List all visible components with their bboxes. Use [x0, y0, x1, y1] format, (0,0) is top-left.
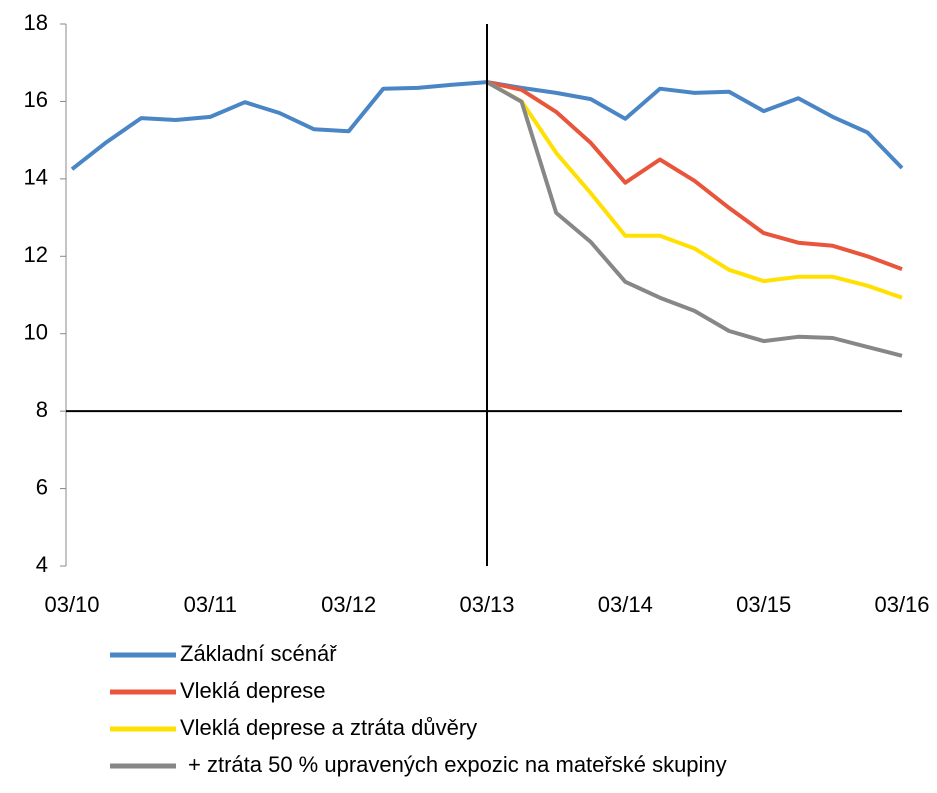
y-tick-label: 14 — [24, 165, 48, 190]
y-tick-label: 12 — [24, 242, 48, 267]
y-tick-label: 6 — [36, 474, 48, 499]
series-line — [486, 80, 903, 300]
series-line — [486, 80, 903, 271]
x-tick-label: 03/14 — [598, 592, 653, 617]
legend-label: + ztráta 50 % upravených expozic na mate… — [188, 752, 727, 777]
legend-label: Vleklá deprese — [180, 678, 326, 703]
y-tick-label: 8 — [36, 397, 48, 422]
y-tick-label: 16 — [24, 87, 48, 112]
x-tick-label: 03/11 — [184, 592, 237, 617]
legend-label: Základní scénář — [180, 641, 337, 666]
x-tick-label: 03/13 — [459, 592, 514, 617]
series-line — [486, 80, 903, 358]
x-tick-label: 03/15 — [736, 592, 791, 617]
y-tick-label: 10 — [24, 320, 48, 345]
x-tick-label: 03/10 — [44, 592, 99, 617]
legend-label: Vleklá deprese a ztráta důvěry — [180, 715, 477, 740]
x-tick-label: 03/12 — [321, 592, 376, 617]
x-tick-label: 03/16 — [874, 592, 929, 617]
y-tick-label: 18 — [24, 10, 48, 35]
y-tick-label: 4 — [36, 552, 48, 577]
